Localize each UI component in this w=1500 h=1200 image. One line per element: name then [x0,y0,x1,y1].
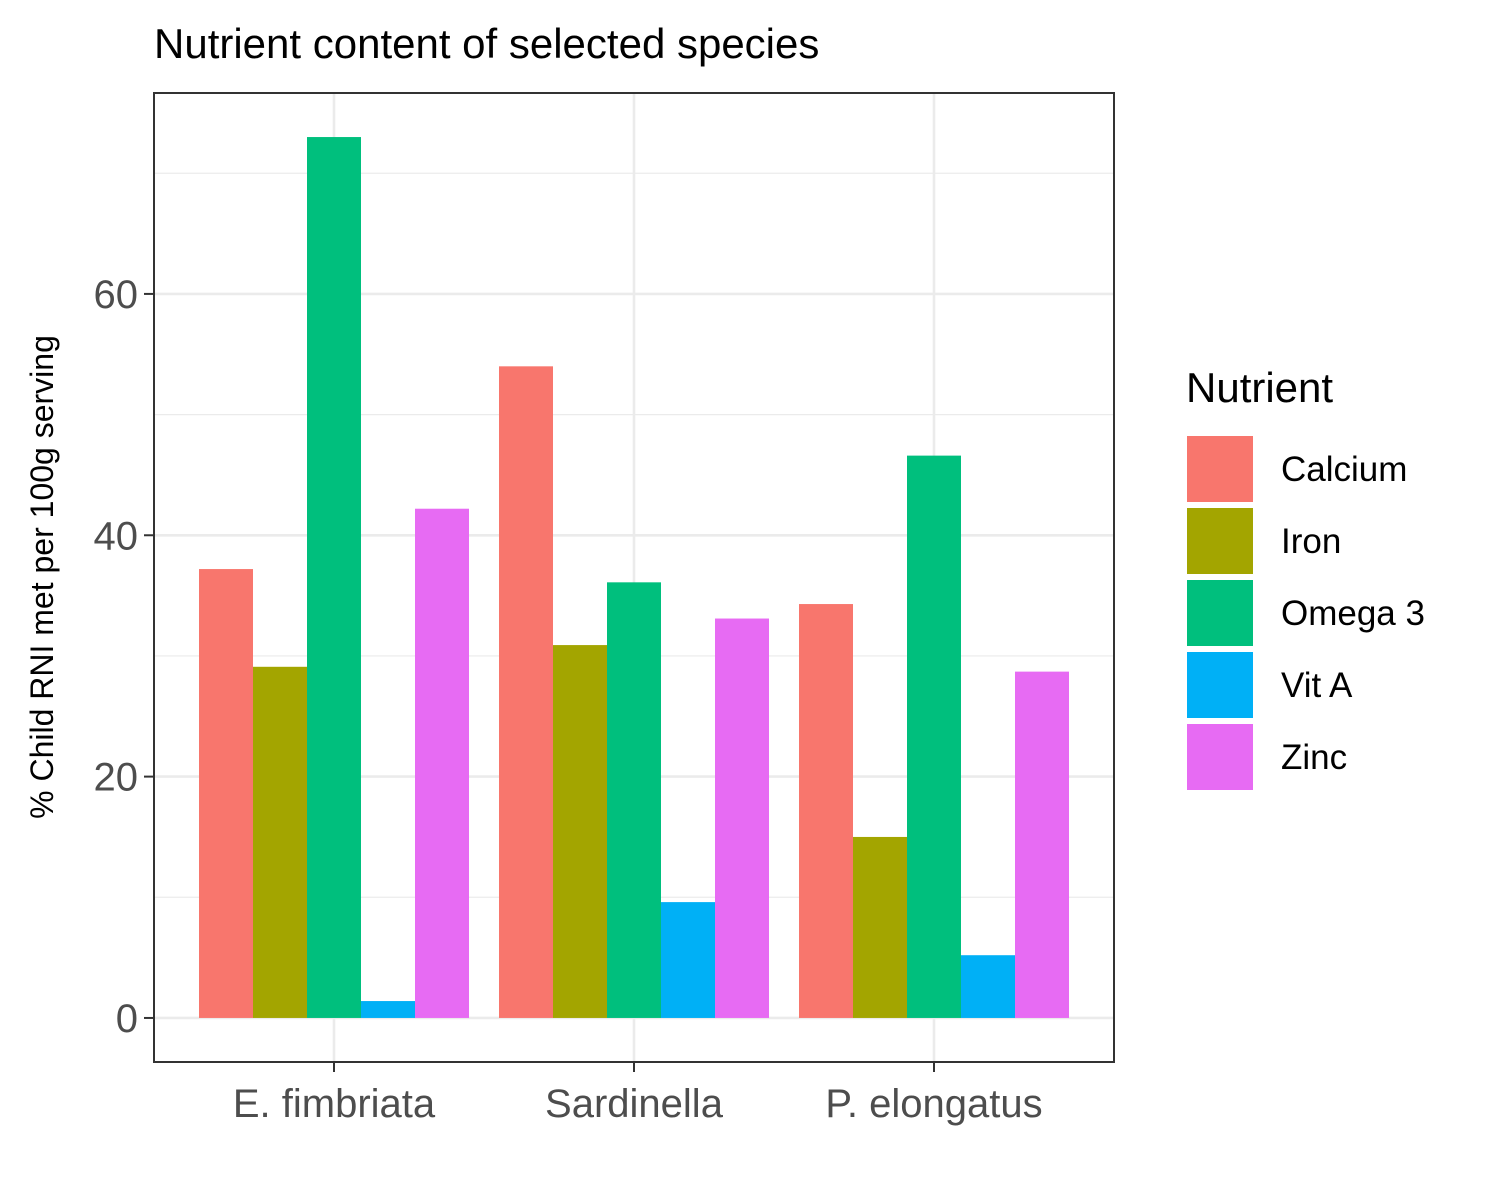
bar-iron-e-fimbriata [253,666,307,1018]
bar-omega-3-sardinella [607,582,661,1018]
legend-label: Iron [1281,522,1341,561]
bar-vit-a-sardinella [661,902,715,1018]
bar-calcium-e-fimbriata [199,569,253,1018]
axes: 0 20 40 60 E. fimbriata Sardinella P. elongatu… [94,273,1043,1126]
bar-zinc-p-elongatus [1015,671,1069,1018]
bar-calcium-p-elongatus [799,604,853,1018]
legend-label: Zinc [1281,738,1347,777]
legend-label: Calcium [1281,450,1407,489]
y-tick-label: 20 [94,756,139,800]
x-tick-label: E. fimbriata [233,1082,436,1126]
bar-zinc-e-fimbriata [415,508,469,1018]
legend-key-vit-a [1187,652,1253,718]
legend-key-zinc [1187,724,1253,790]
legend-key-iron [1187,508,1253,574]
legend-label: Omega 3 [1281,594,1425,633]
bar-iron-sardinella [553,645,607,1018]
legend-label: Vit A [1281,666,1353,705]
legend-key-calcium [1187,436,1253,502]
y-tick-label: 60 [94,273,139,317]
legend-title: Nutrient [1186,364,1333,411]
bar-vit-a-p-elongatus [961,955,1015,1018]
y-tick-label: 40 [94,514,139,558]
bars [199,137,1069,1018]
y-tick-label: 0 [116,997,138,1041]
x-tick-label: P. elongatus [825,1082,1042,1126]
bar-zinc-sardinella [715,618,769,1018]
x-tick-label: Sardinella [545,1082,724,1126]
legend-key-omega-3 [1187,580,1253,646]
y-axis-title: % Child RNI met per 100g serving [24,335,60,819]
bar-omega-3-p-elongatus [907,455,961,1018]
bar-iron-p-elongatus [853,836,907,1018]
bar-vit-a-e-fimbriata [361,1001,415,1018]
bar-omega-3-e-fimbriata [307,137,361,1018]
chart-title: Nutrient content of selected species [154,20,819,67]
legend: Calcium Iron Omega 3 Vit A Zinc [1187,436,1425,790]
bar-calcium-sardinella [499,366,553,1018]
